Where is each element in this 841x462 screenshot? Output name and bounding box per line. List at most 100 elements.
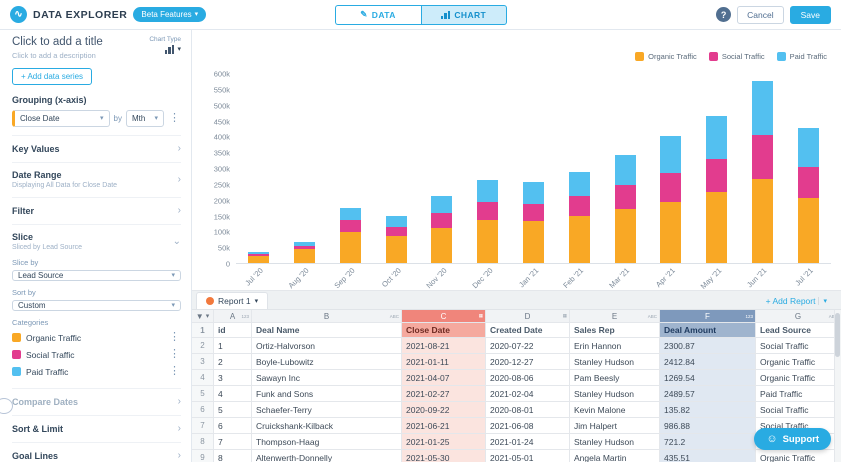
table-cell[interactable]: Stanley Hudson [570,386,660,402]
table-cell[interactable]: 2020-09-22 [402,402,486,418]
column-letter-G[interactable]: GABC [756,310,841,323]
kebab-menu-icon[interactable]: ⋮ [169,365,180,377]
table-cell[interactable]: 2489.57 [660,386,756,402]
column-letter-B[interactable]: B ABC [252,310,402,323]
table-cell[interactable]: 2021-06-21 [402,418,486,434]
add-report-button[interactable]: + Add Report [765,296,816,306]
table-cell[interactable]: 2021-01-24 [486,434,570,450]
chart-type-picker[interactable]: ▾ [149,45,181,54]
table-cell[interactable]: Angela Martin [570,450,660,462]
beta-features-button[interactable]: Beta Features ▾ [133,7,207,22]
sidebar-item-goal-lines[interactable]: Goal Lines › [12,442,181,461]
filter-corner-cell[interactable]: ▼ ▾ [192,310,214,323]
table-cell[interactable]: 435.51 [660,450,756,462]
table-cell[interactable]: 2021-02-04 [486,386,570,402]
column-letter-D[interactable]: D ▦ [486,310,570,323]
table-cell[interactable]: Stanley Hudson [570,434,660,450]
table-cell[interactable]: 2021-08-21 [402,338,486,354]
table-cell[interactable]: 2020-12-27 [486,354,570,370]
cancel-button[interactable]: Cancel [737,5,784,24]
table-cell[interactable]: Kevin Malone [570,402,660,418]
table-cell[interactable]: Stanley Hudson [570,354,660,370]
table-cell[interactable]: Social Traffic [756,338,841,354]
row-number[interactable]: 7 [192,418,214,434]
add-report-dropdown[interactable]: ▾ [818,297,831,305]
table-cell[interactable]: 721.2 [660,434,756,450]
support-button[interactable]: ☺ Support [754,428,831,450]
sidebar-item-sort-limit[interactable]: Sort & Limit › [12,415,181,434]
kebab-menu-icon[interactable]: ⋮ [169,348,180,360]
category-item[interactable]: Paid Traffic ⋮ [12,363,181,380]
tab-data[interactable]: ✎ DATA [334,4,421,25]
table-cell[interactable]: Ortiz-Halvorson [252,338,402,354]
table-cell[interactable]: Boyle-Lubowitz [252,354,402,370]
table-cell[interactable]: 2021-05-30 [402,450,486,462]
stacked-bar[interactable] [477,74,499,263]
kebab-menu-icon[interactable]: ⋮ [169,331,180,343]
row-number[interactable]: 9 [192,450,214,462]
stacked-bar[interactable] [660,74,682,263]
column-letter-C[interactable]: C ▦ [402,310,486,323]
table-cell[interactable]: 1269.54 [660,370,756,386]
table-cell[interactable]: Sawayn Inc [252,370,402,386]
column-header-cell[interactable]: id [214,323,252,338]
row-number[interactable]: 4 [192,370,214,386]
column-header-cell[interactable]: Deal Name [252,323,402,338]
table-cell[interactable]: 6 [214,418,252,434]
table-cell[interactable]: 2020-08-06 [486,370,570,386]
add-data-series-button[interactable]: + Add data series [12,68,93,85]
stacked-bar[interactable] [751,74,773,263]
sidebar-item-slice[interactable]: Slice Sliced by Lead Source ⌄ [12,224,181,251]
table-cell[interactable]: 1 [214,338,252,354]
table-cell[interactable]: Schaefer-Terry [252,402,402,418]
kebab-menu-icon[interactable]: ⋮ [169,112,180,124]
sidebar-item-key-values[interactable]: Key Values › [12,135,181,154]
table-cell[interactable]: 2021-02-27 [402,386,486,402]
stacked-bar[interactable] [248,74,270,263]
table-cell[interactable]: Thompson-Haag [252,434,402,450]
row-number[interactable]: 2 [192,338,214,354]
row-number[interactable]: 5 [192,386,214,402]
row-number[interactable]: 1 [192,323,214,338]
column-header-cell[interactable]: Deal Amount [660,323,756,338]
category-item[interactable]: Organic Traffic ⋮ [12,329,181,346]
stacked-bar[interactable] [431,74,453,263]
table-cell[interactable]: 2021-01-25 [402,434,486,450]
table-cell[interactable]: 2300.87 [660,338,756,354]
report-tab[interactable]: Report 1 ▾ [196,292,269,309]
grouping-field-select[interactable]: Close Date ▾ [12,110,110,127]
help-icon[interactable]: ? [716,7,732,22]
table-cell[interactable]: 2021-04-07 [402,370,486,386]
table-cell[interactable]: 2021-01-11 [402,354,486,370]
column-header-cell[interactable]: Sales Rep [570,323,660,338]
row-number[interactable]: 3 [192,354,214,370]
table-cell[interactable]: 2021-05-01 [486,450,570,462]
stacked-bar[interactable] [385,74,407,263]
sidebar-item-compare-dates[interactable]: Compare Dates › [12,388,181,407]
column-header-cell[interactable]: Lead Source [756,323,841,338]
table-cell[interactable]: Paid Traffic [756,386,841,402]
column-letter-F[interactable]: F 123 [660,310,756,323]
table-cell[interactable]: Organic Traffic [756,354,841,370]
table-cell[interactable]: Organic Traffic [756,450,841,462]
table-cell[interactable]: Erin Hannon [570,338,660,354]
stacked-bar[interactable] [614,74,636,263]
table-scrollbar[interactable] [834,310,841,462]
table-cell[interactable]: Organic Traffic [756,370,841,386]
stacked-bar[interactable] [339,74,361,263]
column-letter-A[interactable]: A 123 [214,310,252,323]
table-cell[interactable]: Pam Beesly [570,370,660,386]
category-item[interactable]: Social Traffic ⋮ [12,346,181,363]
stacked-bar[interactable] [797,74,819,263]
stacked-bar[interactable] [706,74,728,263]
column-header-cell[interactable]: Created Date [486,323,570,338]
table-cell[interactable]: Altenwerth-Donnelly [252,450,402,462]
table-cell[interactable]: 2 [214,354,252,370]
table-cell[interactable]: 986.88 [660,418,756,434]
table-cell[interactable]: 7 [214,434,252,450]
table-cell[interactable]: 2020-08-01 [486,402,570,418]
stacked-bar[interactable] [294,74,316,263]
table-cell[interactable]: 8 [214,450,252,462]
sidebar-item-date-range[interactable]: Date Range Displaying All Data for Close… [12,162,181,189]
table-cell[interactable]: 3 [214,370,252,386]
